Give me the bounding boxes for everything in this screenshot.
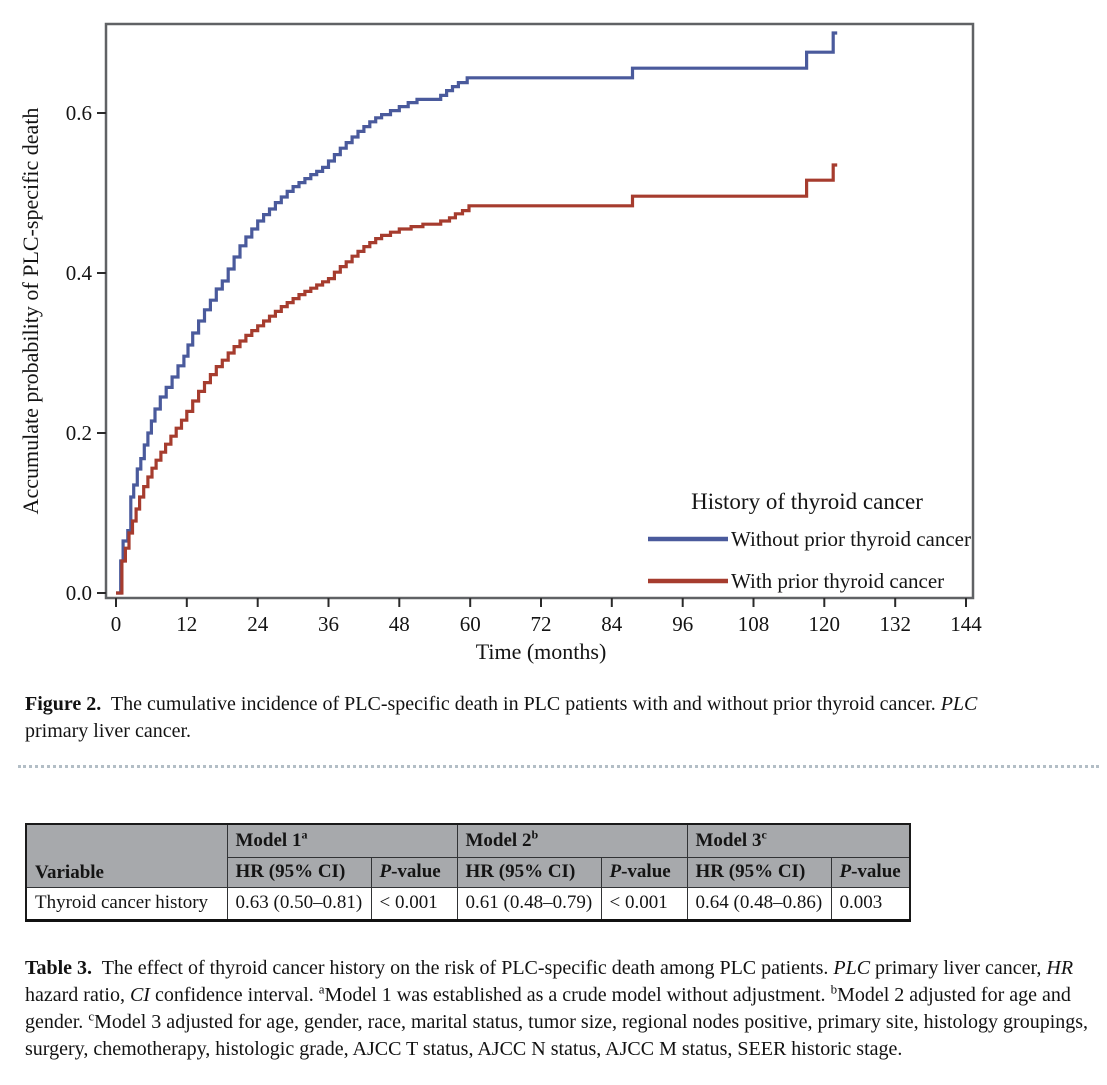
x-tick-label: 12 [176, 612, 197, 636]
model1-label: Model 1 [235, 829, 302, 851]
x-tick-label: 132 [879, 612, 911, 636]
cell-hr-model2: 0.61 (0.48–0.79) [456, 886, 602, 921]
plot-frame [104, 22, 975, 600]
results-table: Variable Model 1a Model 2b Model 3c HR (… [25, 823, 911, 922]
section-divider [18, 765, 1099, 768]
y-tick-label: 0.4 [66, 261, 93, 285]
model1-superscript: a [301, 827, 308, 842]
x-tick-label: 60 [460, 612, 481, 636]
column-header-pvalue-model1: P-value [370, 856, 458, 888]
y-axis-title: Accumulate probability of PLC-specific d… [18, 108, 43, 515]
column-header-pvalue-model2: P-value [600, 856, 688, 888]
cumulative-incidence-chart: 0.0 0.2 0.4 0.6 0 12 24 36 48 60 72 84 96 108 120 132 14… [18, 22, 982, 664]
series-line-with-prior [116, 163, 838, 595]
column-header-pvalue-model3: P-value [830, 856, 911, 888]
model3-label: Model 3 [695, 829, 762, 851]
x-axis-title: Time (months) [476, 639, 607, 664]
series-line-without-prior [116, 31, 838, 595]
y-tick-label: 0.0 [66, 581, 92, 605]
column-header-variable: Variable [25, 823, 228, 888]
column-header-model1: Model 1a [226, 823, 458, 858]
x-tick-label: 36 [318, 612, 339, 636]
column-header-hr-model1: HR (95% CI) [226, 856, 372, 888]
x-tick-label: 72 [531, 612, 552, 636]
legend-title: History of thyroid cancer [691, 489, 923, 514]
x-tick-label: 0 [111, 612, 122, 636]
cell-pvalue-model3: 0.003 [830, 886, 911, 921]
model3-superscript: c [761, 827, 767, 842]
column-header-model3: Model 3c [686, 823, 911, 858]
x-tick-label: 144 [950, 612, 982, 636]
x-tick-label: 120 [809, 612, 841, 636]
column-header-hr-model3: HR (95% CI) [686, 856, 832, 888]
column-header-hr-model2: HR (95% CI) [456, 856, 602, 888]
cell-pvalue-model1: < 0.001 [370, 886, 458, 921]
model2-label: Model 2 [465, 829, 532, 851]
model2-superscript: b [531, 827, 539, 842]
y-tick-label: 0.2 [66, 421, 92, 445]
y-tick-label: 0.6 [66, 101, 92, 125]
table-row: Thyroid cancer history 0.63 (0.50–0.81) … [25, 886, 911, 921]
x-tick-label: 84 [601, 612, 623, 636]
cell-variable: Thyroid cancer history [25, 886, 228, 921]
cell-pvalue-model2: < 0.001 [600, 886, 688, 921]
legend-label-with-prior: With prior thyroid cancer [731, 569, 944, 593]
legend-label-without-prior: Without prior thyroid cancer [731, 527, 971, 551]
x-tick-label: 108 [738, 612, 770, 636]
column-header-model2: Model 2b [456, 823, 688, 858]
cell-hr-model1: 0.63 (0.50–0.81) [226, 886, 372, 921]
table-caption: Table 3. The effect of thyroid cancer hi… [25, 956, 1094, 1060]
x-tick-label: 24 [247, 612, 269, 636]
figure-caption: Figure 2. The cumulative incidence of PL… [25, 693, 983, 742]
x-tick-label: 96 [672, 612, 693, 636]
x-tick-label: 48 [389, 612, 410, 636]
cell-hr-model3: 0.64 (0.48–0.86) [686, 886, 832, 921]
